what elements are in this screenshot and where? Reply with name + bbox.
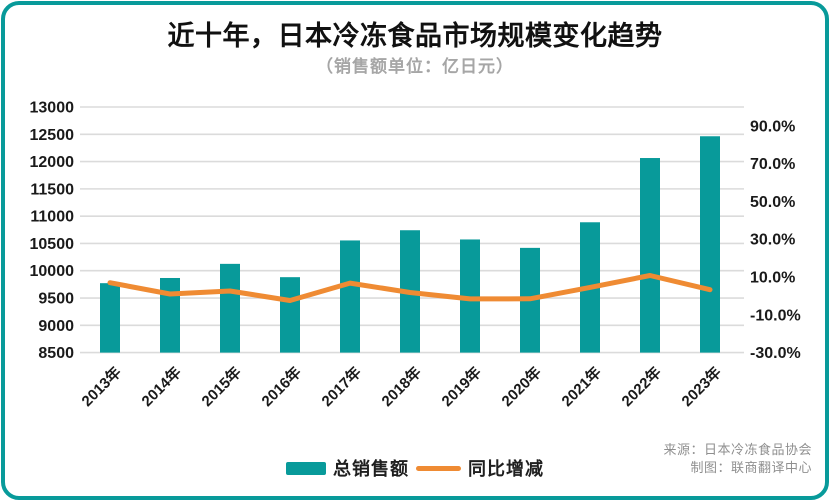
trend-line — [107, 273, 713, 303]
x-axis-tick-label: 2021年 — [558, 363, 605, 410]
x-axis-tick-label: 2020年 — [498, 363, 545, 410]
y-axis-left-tick-label: 9500 — [38, 291, 74, 308]
y-axis-left-tick-label: 11000 — [30, 209, 74, 226]
bar — [460, 239, 480, 353]
source-attribution: 来源：日本冷冻食品协会 制图：联商翻译中心 — [663, 441, 812, 477]
legend-bar-label: 总销售额 — [333, 459, 409, 479]
y-axis-left-tick-label: 9000 — [38, 318, 74, 335]
x-axis-labels: 2013年 2014年 2015年 2016年 2017年 2018年 2019年 2020年… — [78, 363, 725, 410]
bar — [160, 277, 180, 353]
y-axis-right-tick-label: -10.0% — [750, 307, 801, 324]
combo-chart: 8500 9000 9500 10000 10500 11000 11500 12000 125… — [30, 100, 801, 411]
x-axis-tick-label: 2023年 — [678, 363, 725, 410]
x-axis-tick-label: 2016年 — [258, 363, 305, 410]
y-axis-left-tick-label: 13000 — [30, 100, 75, 117]
x-axis-tick-label: 2022年 — [618, 363, 665, 410]
bar — [280, 277, 300, 353]
chart-title: 近十年，日本冷冻食品市场规模变化趋势 — [167, 21, 663, 51]
legend-line-label: 同比增减 — [468, 459, 544, 479]
y-axis-right-tick-label: 30.0% — [750, 232, 795, 249]
chart-subtitle: （销售额单位：亿日元） — [316, 57, 514, 76]
bar — [220, 263, 240, 353]
bar — [100, 283, 120, 353]
bar — [340, 240, 360, 353]
x-axis-tick-label: 2018年 — [378, 363, 425, 410]
credit-line: 制图：联商翻译中心 — [690, 460, 812, 475]
y-axis-left-tick-label: 11500 — [30, 181, 74, 198]
x-axis-tick-label: 2019年 — [438, 363, 485, 410]
y-axis-left-tick-label: 12000 — [30, 154, 75, 171]
y-axis-left-tick-label: 8500 — [38, 345, 74, 362]
source-line: 来源：日本冷冻食品协会 — [663, 442, 812, 457]
y-axis-left-tick-label: 12500 — [30, 127, 75, 144]
y-axis-right-tick-label: 90.0% — [750, 118, 795, 135]
legend-bar-swatch-icon — [286, 461, 326, 475]
legend: 总销售额 同比增减 — [0, 457, 830, 479]
bar — [700, 136, 720, 353]
x-axis-tick-label: 2013年 — [78, 363, 125, 410]
y-axis-right-tick-label: 70.0% — [750, 156, 795, 173]
y-axis-right-labels: -30.0% -10.0% 10.0% 30.0% 50.0% 70.0% 90.0% — [750, 118, 801, 362]
x-axis-tick-label: 2014年 — [138, 363, 185, 410]
y-axis-right-tick-label: -30.0% — [750, 345, 801, 362]
x-axis-tick-label: 2017年 — [318, 363, 365, 410]
y-axis-left-tick-label: 10000 — [30, 263, 75, 280]
x-axis-tick-label: 2015年 — [198, 363, 245, 410]
bar — [640, 158, 660, 353]
y-axis-left-tick-label: 10500 — [30, 236, 75, 253]
y-axis-left-labels: 8500 9000 9500 10000 10500 11000 11500 12000 125… — [30, 100, 75, 363]
y-axis-right-tick-label: 50.0% — [750, 194, 795, 211]
bar-series — [100, 136, 720, 353]
y-axis-right-tick-label: 10.0% — [750, 270, 795, 287]
legend-line-swatch-icon — [416, 465, 461, 471]
